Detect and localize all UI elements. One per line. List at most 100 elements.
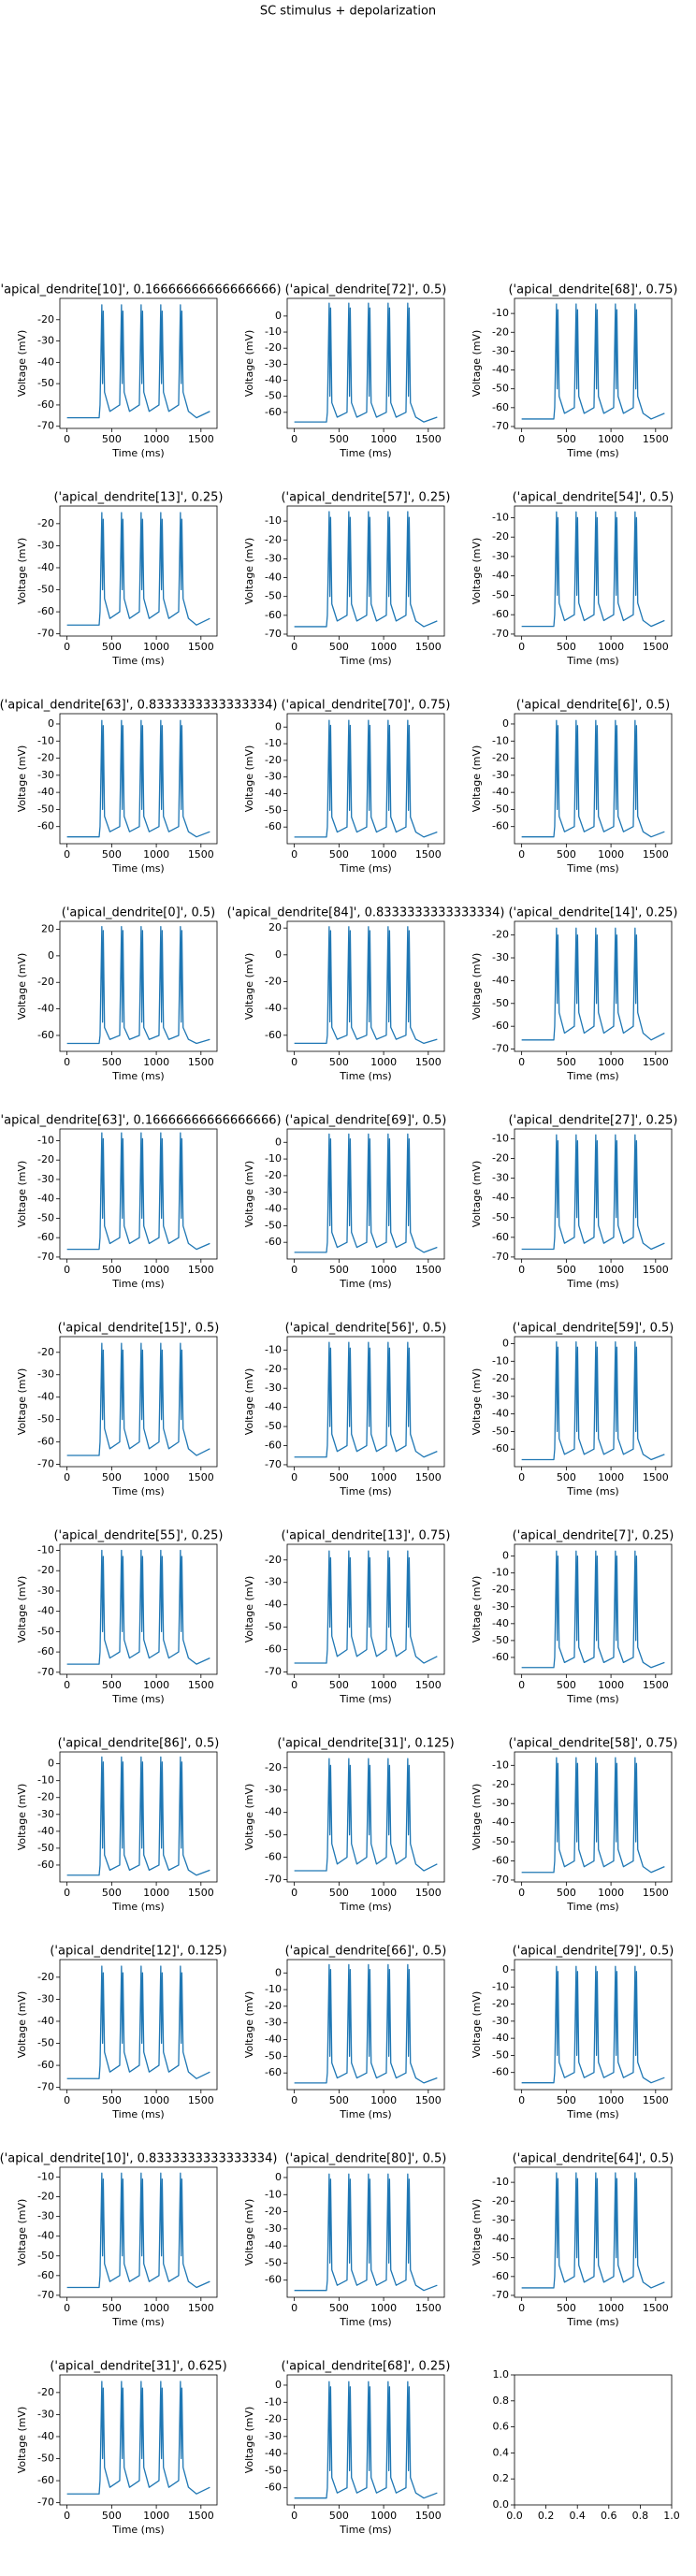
x-tick-label: 1500	[415, 433, 442, 445]
y-tick-label: -50	[492, 997, 509, 1009]
y-tick-label: -30	[37, 1585, 54, 1597]
x-tick-label: 1500	[188, 433, 214, 445]
x-tick-label: 0	[291, 641, 297, 653]
y-tick-label: -60	[265, 1851, 282, 1863]
x-tick-label: 1000	[370, 1264, 397, 1276]
y-tick-label: -40	[37, 1003, 54, 1015]
x-axis-label: Time (ms)	[566, 1693, 618, 1705]
y-tick-label: 0.2	[493, 2472, 510, 2484]
y-tick-label: -70	[492, 1043, 509, 1055]
y-tick-label: -20	[265, 975, 282, 987]
x-tick-label: 1500	[188, 1264, 214, 1276]
y-tick-label: -60	[37, 820, 54, 832]
x-tick-label: 1000	[598, 2094, 624, 2106]
y-tick-label: -10	[492, 1758, 509, 1771]
axes-frame	[286, 1128, 445, 1260]
y-tick-label: -50	[37, 1413, 54, 1425]
x-tick-label: 1000	[143, 1679, 169, 1691]
y-tick-label: -30	[492, 550, 509, 562]
y-tick-label: 0	[502, 1550, 509, 1562]
y-tick-label: 0	[48, 949, 54, 962]
voltage-trace	[66, 719, 210, 838]
y-tick-label: -40	[265, 2447, 282, 2459]
x-tick-label: 500	[102, 1679, 122, 1691]
y-tick-label: -60	[37, 1859, 54, 1871]
y-tick-label: -30	[492, 1797, 509, 1809]
subplot-title: ('apical_dendrite[64]', 0.5)	[513, 2152, 674, 2166]
x-axis-label: Time (ms)	[111, 1693, 164, 1705]
y-tick-label: -60	[37, 605, 54, 617]
x-tick-label: 0	[64, 1264, 70, 1276]
x-tick-label: 500	[557, 2302, 576, 2314]
voltage-trace	[521, 1340, 665, 1461]
y-tick-label: -40	[37, 1391, 54, 1403]
y-tick-label: -60	[265, 2066, 282, 2078]
x-tick-label: 0.4	[569, 2510, 586, 2522]
y-tick-label: -60	[265, 820, 282, 832]
x-axis-label: Time (ms)	[566, 1070, 618, 1082]
y-tick-label: -40	[265, 2033, 282, 2046]
y-tick-label: -30	[37, 1992, 54, 2004]
x-tick-label: 500	[329, 1887, 349, 1899]
y-tick-label: 1.0	[493, 2368, 510, 2381]
y-axis-label: Voltage (mV)	[471, 1576, 483, 1643]
subplot-title: ('apical_dendrite[59]', 0.5)	[513, 1322, 674, 1336]
subplot-title: ('apical_dendrite[6]', 0.5)	[516, 699, 671, 713]
y-tick-label: -20	[37, 2191, 54, 2203]
x-tick-label: 1000	[598, 2302, 624, 2314]
x-tick-label: 0	[518, 2094, 525, 2106]
y-axis-label: Voltage (mV)	[471, 2199, 483, 2266]
y-tick-label: -20	[37, 1791, 54, 1803]
y-tick-label: -40	[492, 364, 509, 376]
y-tick-label: -10	[492, 1133, 509, 1145]
y-tick-label: -50	[492, 2048, 509, 2061]
y-tick-label: -60	[37, 2269, 54, 2281]
axes-frame	[59, 1128, 218, 1260]
x-axis-label: Time (ms)	[111, 447, 164, 459]
y-tick-label: -70	[492, 628, 509, 640]
y-tick-label: -20	[265, 1554, 282, 1566]
y-tick-label: -60	[265, 609, 282, 621]
y-tick-label: -40	[265, 1203, 282, 1215]
y-tick-label: -70	[37, 2081, 54, 2093]
y-tick-label: -50	[265, 1829, 282, 1841]
y-tick-label: -20	[265, 2413, 282, 2425]
y-tick-label: -20	[37, 976, 54, 988]
y-tick-label: -60	[492, 1855, 509, 1867]
x-tick-label: 1500	[188, 1679, 214, 1691]
x-tick-label: 0	[291, 1471, 297, 1483]
y-tick-label: -20	[37, 1564, 54, 1576]
y-tick-label: -60	[492, 820, 509, 832]
y-axis-label: Voltage (mV)	[16, 538, 28, 605]
y-tick-label: 0	[275, 948, 282, 961]
x-tick-label: 1000	[143, 1471, 169, 1483]
y-tick-label: -50	[37, 1625, 54, 1637]
x-axis-label: Time (ms)	[339, 1278, 391, 1290]
x-axis-label: Time (ms)	[566, 1278, 618, 1290]
y-tick-label: -50	[265, 2049, 282, 2062]
axes-frame	[286, 713, 445, 845]
voltage-trace	[521, 303, 665, 420]
y-tick-label: -10	[492, 307, 509, 319]
x-tick-label: 1500	[188, 1056, 214, 1068]
y-axis-label: Voltage (mV)	[243, 1784, 255, 1851]
x-tick-label: 1500	[188, 2094, 214, 2106]
x-tick-label: 1000	[598, 1471, 624, 1483]
subplot-title: ('apical_dendrite[72]', 0.5)	[285, 283, 447, 297]
x-tick-label: 500	[102, 1264, 122, 1276]
y-tick-label: -40	[492, 2233, 509, 2245]
voltage-trace	[66, 512, 210, 626]
x-tick-label: 1500	[415, 2302, 442, 2314]
axes-frame	[286, 920, 445, 1052]
y-tick-label: 0	[275, 310, 282, 322]
y-tick-label: -70	[265, 1666, 282, 1678]
y-tick-label: -20	[37, 1346, 54, 1358]
subplot-title: ('apical_dendrite[58]', 0.75)	[508, 1737, 677, 1751]
x-tick-label: 500	[329, 1264, 349, 1276]
y-tick-label: -50	[37, 377, 54, 389]
x-tick-label: 500	[329, 2510, 349, 2522]
y-tick-label: -40	[265, 1599, 282, 1611]
x-tick-label: 1500	[643, 2094, 669, 2106]
x-axis-label: Time (ms)	[339, 1901, 391, 1913]
y-tick-label: -20	[492, 326, 509, 338]
